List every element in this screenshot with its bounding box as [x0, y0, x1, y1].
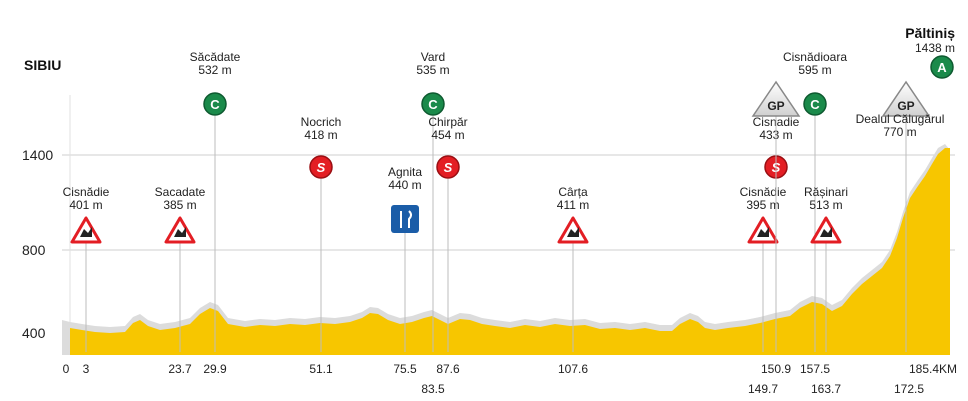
x-tick-lower: 149.7: [748, 382, 778, 396]
mountain-prize-icon: [751, 80, 801, 117]
marker-gp: GP: [751, 80, 801, 352]
marker-altitude: 401 m: [69, 198, 102, 212]
y-tick-1400: 1400: [22, 147, 53, 163]
gp-label: GP: [897, 99, 914, 113]
road-hazard-icon: [820, 227, 832, 237]
elevation-profile: [62, 144, 950, 355]
profile-fill: [70, 148, 950, 355]
sprint-label: S: [317, 160, 326, 175]
x-tick: 3: [83, 362, 90, 376]
x-axis: 0 3 23.7 29.9 51.1 75.5 87.6 107.6 150.9…: [63, 362, 957, 396]
warning-triangle-icon: [557, 216, 589, 244]
y-tick-400: 400: [22, 325, 46, 341]
marker-place-name: Cisnădioara: [783, 50, 847, 64]
marker-place-name: Rășinari: [804, 185, 848, 199]
warning-triangle-icon: [164, 216, 196, 244]
marker-place-name: Nocrich: [301, 115, 342, 129]
feed-zone-icon: [391, 205, 419, 233]
marker-place-name: Chirpăr: [428, 115, 467, 129]
x-tick: 75.5: [393, 362, 417, 376]
marker-altitude: 595 m: [798, 63, 831, 77]
marker-altitude: 532 m: [198, 63, 231, 77]
knife-icon: [408, 210, 412, 228]
y-axis: 1400 800 400: [22, 147, 53, 341]
marker-altitude: 770 m: [883, 125, 916, 139]
marker-altitude: 513 m: [809, 198, 842, 212]
warning-triangle-icon: [747, 216, 779, 244]
x-tick: 51.1: [309, 362, 333, 376]
x-tick: 0: [63, 362, 70, 376]
marker-place-name: Vard: [421, 50, 445, 64]
sprint-badge: [309, 155, 333, 179]
marker-place-name: Dealul Călugărul: [856, 112, 945, 126]
mountain-prize-icon: [881, 80, 931, 117]
y-tick-800: 800: [22, 242, 46, 258]
marker-place-name: Săcădate: [190, 50, 241, 64]
x-tick: 107.6: [558, 362, 588, 376]
climb-category-badge: [421, 92, 445, 116]
road-hazard-icon: [757, 227, 769, 237]
finish-badge-circle: [930, 55, 954, 79]
climb-category-badge: [803, 92, 827, 116]
sprint-label: S: [444, 160, 453, 175]
finish-altitude: 1438 m: [915, 41, 955, 55]
sprint-badge: [436, 155, 460, 179]
finish-badge-label: A: [937, 60, 947, 75]
grid: [62, 95, 955, 355]
climb-category-label: C: [210, 97, 220, 112]
marker-place-name: Cârța: [558, 185, 588, 199]
x-tick-lower: 83.5: [421, 382, 445, 396]
marker-altitude: 395 m: [746, 198, 779, 212]
gp-label: GP: [767, 99, 784, 113]
warning-triangle-icon: [810, 216, 842, 244]
finish-name: Păltiniș: [905, 25, 955, 41]
x-tick: 185.4KM: [909, 362, 957, 376]
x-tick-lower: 172.5: [894, 382, 924, 396]
marker-place-name: Cisnădie: [63, 185, 110, 199]
marker-place-name: Agnita: [388, 165, 422, 179]
marker-altitude: 385 m: [163, 198, 196, 212]
road-hazard-icon: [174, 227, 186, 237]
marker-altitude: 535 m: [416, 63, 449, 77]
road-hazard-icon: [567, 227, 579, 237]
warning-triangle-icon: [70, 216, 102, 244]
finish-marker: Păltiniș 1438 m A: [905, 25, 955, 79]
start-name: SIBIU: [24, 57, 61, 73]
marker-altitude: 454 m: [431, 128, 464, 142]
marker-altitude: 411 m: [557, 198, 589, 212]
x-tick-lower: 163.7: [811, 382, 841, 396]
marker-altitude: 440 m: [388, 178, 421, 192]
marker-place-name: Cisnădie: [740, 185, 787, 199]
climb-category-label: C: [810, 97, 820, 112]
x-tick: 157.5: [800, 362, 830, 376]
x-tick: 29.9: [203, 362, 227, 376]
x-tick: 150.9: [761, 362, 791, 376]
x-tick: 23.7: [168, 362, 192, 376]
marker-altitude: 418 m: [304, 128, 337, 142]
x-tick: 87.6: [436, 362, 460, 376]
climb-category-badge: [203, 92, 227, 116]
road-hazard-icon: [80, 227, 92, 237]
climb-category-label: C: [428, 97, 438, 112]
marker-place-name: Sacadate: [155, 185, 206, 199]
